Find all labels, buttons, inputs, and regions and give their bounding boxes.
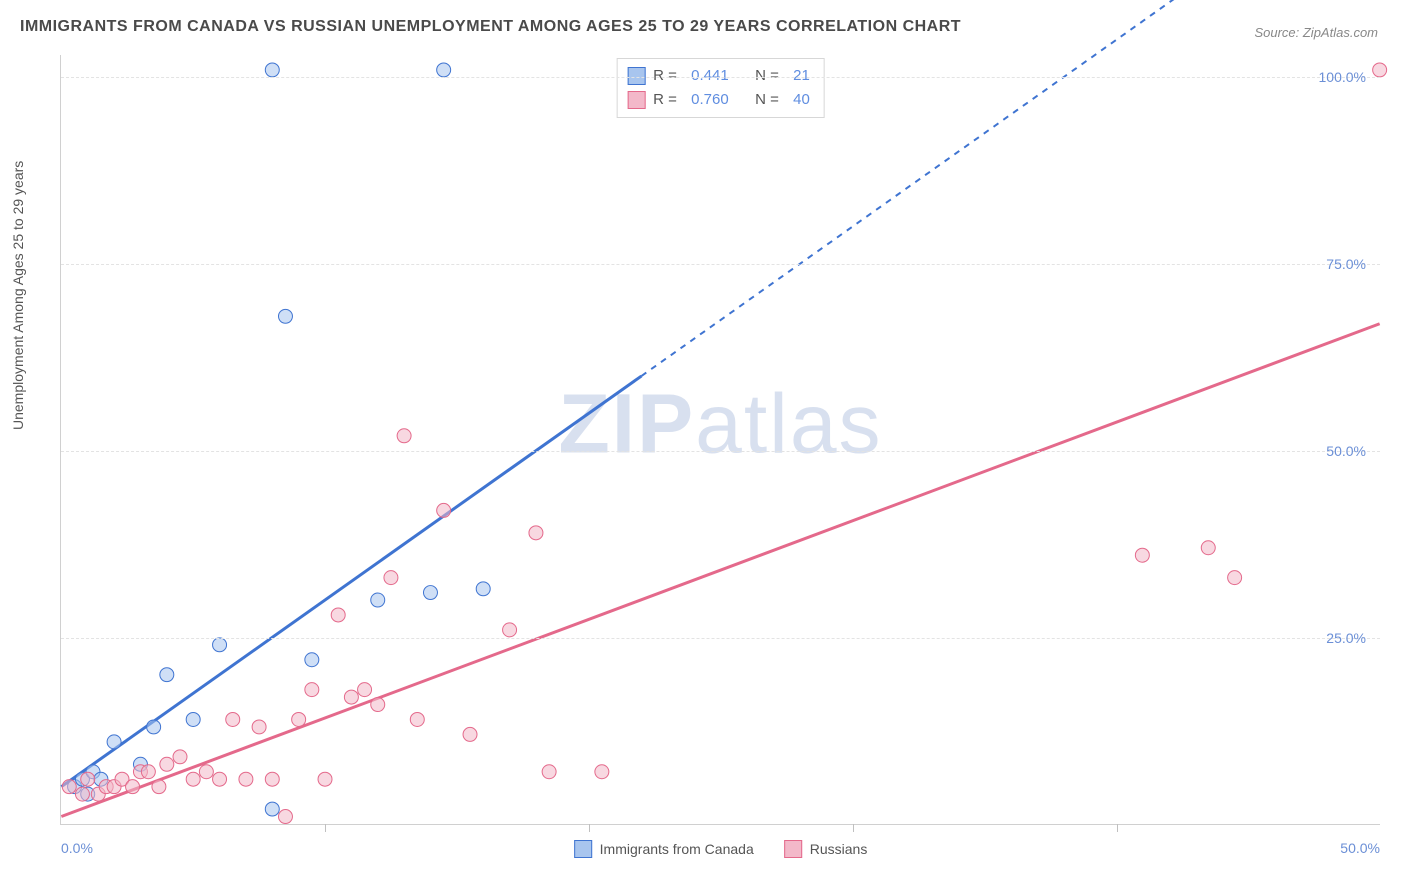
legend-swatch bbox=[627, 67, 645, 85]
data-point bbox=[81, 772, 95, 786]
data-point bbox=[265, 772, 279, 786]
x-tick-label: 50.0% bbox=[1340, 840, 1380, 856]
chart-title: IMMIGRANTS FROM CANADA VS RUSSIAN UNEMPL… bbox=[20, 18, 961, 36]
legend-n-label: N = bbox=[755, 89, 785, 111]
data-point bbox=[75, 787, 89, 801]
legend-swatch bbox=[574, 840, 592, 858]
data-point bbox=[305, 653, 319, 667]
gridline bbox=[61, 77, 1380, 78]
data-point bbox=[239, 772, 253, 786]
data-point bbox=[529, 526, 543, 540]
scatter-svg bbox=[61, 55, 1380, 824]
legend-series: Immigrants from Canada Russians bbox=[574, 840, 868, 858]
y-tick-label: 25.0% bbox=[1326, 630, 1366, 646]
data-point bbox=[160, 757, 174, 771]
y-tick-label: 100.0% bbox=[1319, 69, 1366, 85]
data-point bbox=[358, 683, 372, 697]
x-tick bbox=[589, 824, 590, 832]
data-point bbox=[344, 690, 358, 704]
legend-row: R = 0.760 N = 40 bbox=[627, 89, 810, 111]
data-point bbox=[226, 712, 240, 726]
y-tick-label: 75.0% bbox=[1326, 256, 1366, 272]
legend-swatch bbox=[627, 91, 645, 109]
data-point bbox=[173, 750, 187, 764]
data-point bbox=[265, 802, 279, 816]
data-point bbox=[186, 712, 200, 726]
y-axis-label: Unemployment Among Ages 25 to 29 years bbox=[10, 161, 26, 430]
data-point bbox=[107, 735, 121, 749]
data-point bbox=[126, 780, 140, 794]
data-point bbox=[476, 582, 490, 596]
data-point bbox=[371, 698, 385, 712]
legend-correlation: R = 0.441 N = 21 R = 0.760 N = 40 bbox=[616, 58, 825, 118]
legend-n-value: 21 bbox=[793, 65, 810, 87]
legend-n-value: 40 bbox=[793, 89, 810, 111]
data-point bbox=[213, 638, 227, 652]
legend-item: Immigrants from Canada bbox=[574, 840, 754, 858]
legend-item: Russians bbox=[784, 840, 868, 858]
data-point bbox=[278, 810, 292, 824]
data-point bbox=[542, 765, 556, 779]
y-tick-label: 50.0% bbox=[1326, 443, 1366, 459]
data-point bbox=[160, 668, 174, 682]
x-tick bbox=[853, 824, 854, 832]
data-point bbox=[186, 772, 200, 786]
data-point bbox=[278, 309, 292, 323]
data-point bbox=[503, 623, 517, 637]
legend-r-value: 0.760 bbox=[691, 89, 747, 111]
legend-r-label: R = bbox=[653, 89, 683, 111]
data-point bbox=[152, 780, 166, 794]
x-tick bbox=[1117, 824, 1118, 832]
legend-row: R = 0.441 N = 21 bbox=[627, 65, 810, 87]
data-point bbox=[141, 765, 155, 779]
data-point bbox=[1228, 571, 1242, 585]
data-point bbox=[331, 608, 345, 622]
data-point bbox=[265, 63, 279, 77]
data-point bbox=[213, 772, 227, 786]
legend-n-label: N = bbox=[755, 65, 785, 87]
data-point bbox=[463, 727, 477, 741]
gridline bbox=[61, 264, 1380, 265]
data-point bbox=[371, 593, 385, 607]
data-point bbox=[397, 429, 411, 443]
gridline bbox=[61, 638, 1380, 639]
data-point bbox=[384, 571, 398, 585]
legend-label: Immigrants from Canada bbox=[600, 841, 754, 857]
data-point bbox=[410, 712, 424, 726]
trend-line-dashed bbox=[641, 0, 1379, 376]
data-point bbox=[423, 586, 437, 600]
data-point bbox=[437, 63, 451, 77]
legend-r-value: 0.441 bbox=[691, 65, 747, 87]
legend-label: Russians bbox=[810, 841, 868, 857]
data-point bbox=[595, 765, 609, 779]
data-point bbox=[1373, 63, 1387, 77]
data-point bbox=[147, 720, 161, 734]
data-point bbox=[1201, 541, 1215, 555]
trend-line bbox=[61, 324, 1379, 817]
data-point bbox=[437, 503, 451, 517]
data-point bbox=[199, 765, 213, 779]
data-point bbox=[252, 720, 266, 734]
plot-area: ZIPatlas R =0.441N =21R =0.760N =40 Immi… bbox=[60, 55, 1380, 825]
legend-swatch bbox=[784, 840, 802, 858]
x-tick bbox=[325, 824, 326, 832]
data-point bbox=[62, 780, 76, 794]
x-tick-label: 0.0% bbox=[61, 840, 93, 856]
data-point bbox=[292, 712, 306, 726]
data-point bbox=[1135, 548, 1149, 562]
gridline bbox=[61, 451, 1380, 452]
data-point bbox=[318, 772, 332, 786]
data-point bbox=[305, 683, 319, 697]
legend-r-label: R = bbox=[653, 65, 683, 87]
source-attribution: Source: ZipAtlas.com bbox=[1254, 25, 1378, 40]
